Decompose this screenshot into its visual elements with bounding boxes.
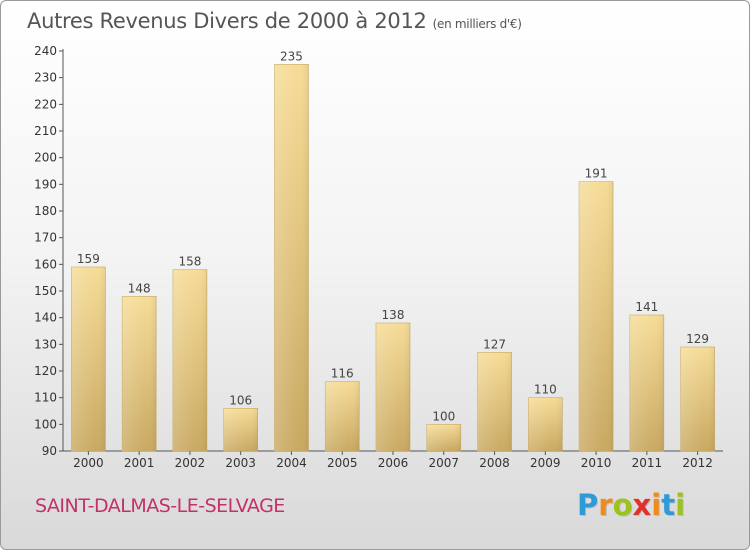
- data-label: 138: [382, 308, 405, 322]
- y-tick-label: 230: [34, 71, 57, 85]
- logo-letter: x: [632, 488, 652, 522]
- proxiti-logo[interactable]: Proxiti: [577, 488, 685, 522]
- data-label: 110: [534, 383, 557, 397]
- bar-highlight: [528, 397, 563, 451]
- y-tick-label: 140: [34, 311, 57, 325]
- data-label: 127: [483, 337, 506, 351]
- bar-highlight: [325, 381, 360, 451]
- x-tick-label: 2004: [276, 456, 307, 470]
- bar-highlight: [579, 181, 614, 451]
- bar-highlight: [629, 315, 664, 451]
- bar-highlight: [376, 323, 410, 451]
- bar-highlight: [122, 296, 157, 451]
- data-label: 106: [229, 393, 252, 407]
- y-tick-label: 210: [34, 124, 57, 138]
- data-label: 129: [686, 332, 709, 346]
- logo-letter: i: [675, 488, 686, 522]
- logo-letter: r: [598, 488, 613, 522]
- bar-highlight: [477, 352, 512, 451]
- bar-highlight: [71, 267, 106, 451]
- y-tick-label: 120: [34, 364, 57, 378]
- x-tick-label: 2000: [73, 456, 104, 470]
- data-label: 191: [585, 167, 608, 181]
- logo-letter: o: [612, 488, 633, 522]
- x-tick-label: 2002: [175, 456, 206, 470]
- x-tick-label: 2009: [530, 456, 561, 470]
- y-tick-label: 160: [34, 257, 57, 271]
- x-tick-label: 2001: [124, 456, 155, 470]
- x-tick-label: 2007: [428, 456, 459, 470]
- y-tick-label: 190: [34, 177, 57, 191]
- value-labels: 159 148 158 106 235 116 138 100 127 110 191 141 129: [77, 49, 709, 423]
- data-label: 159: [77, 252, 100, 266]
- y-tick-label: 90: [42, 444, 57, 458]
- y-tick-label: 110: [34, 391, 57, 405]
- x-tick-label: 2005: [327, 456, 358, 470]
- y-tick-label: 130: [34, 337, 57, 351]
- axes: 90 100 110 120 130 140 150 160 170 180 190 200 210 22…: [34, 44, 723, 470]
- data-label: 116: [331, 367, 354, 381]
- logo-letter: t: [661, 488, 676, 522]
- x-tick-label: 2008: [479, 456, 510, 470]
- y-tick-label: 240: [34, 44, 57, 58]
- x-tick-label: 2012: [682, 456, 713, 470]
- y-tick-label: 180: [34, 204, 57, 218]
- bar-highlight: [680, 347, 715, 451]
- x-tick-label: 2006: [378, 456, 409, 470]
- chart-unit: (en milliers d'€): [432, 17, 522, 31]
- bar-highlight: [426, 424, 461, 451]
- y-tick-label: 150: [34, 284, 57, 298]
- y-tick-label: 170: [34, 231, 57, 245]
- data-label: 141: [635, 300, 658, 314]
- data-label: 235: [280, 49, 303, 63]
- x-tick-label: 2010: [581, 456, 612, 470]
- data-label: 148: [128, 281, 151, 295]
- bars: [71, 64, 715, 452]
- commune-name: SAINT-DALMAS-LE-SELVAGE: [35, 495, 285, 517]
- bar-highlight: [223, 408, 258, 451]
- logo-letter: P: [577, 488, 599, 522]
- data-label: 158: [178, 255, 201, 269]
- x-tick-label: 2011: [632, 456, 663, 470]
- y-tick-label: 220: [34, 97, 57, 111]
- chart-title: Autres Revenus Divers de 2000 à 2012 (en …: [27, 9, 522, 33]
- logo-letter: i: [651, 488, 662, 522]
- bar-highlight: [172, 269, 207, 451]
- data-label: 100: [432, 409, 455, 423]
- bar-highlight: [274, 64, 309, 452]
- y-tick-label: 100: [34, 417, 57, 431]
- chart-title-text: Autres Revenus Divers de 2000 à 2012: [27, 9, 427, 33]
- x-tick-label: 2003: [225, 456, 256, 470]
- y-tick-label: 200: [34, 151, 57, 165]
